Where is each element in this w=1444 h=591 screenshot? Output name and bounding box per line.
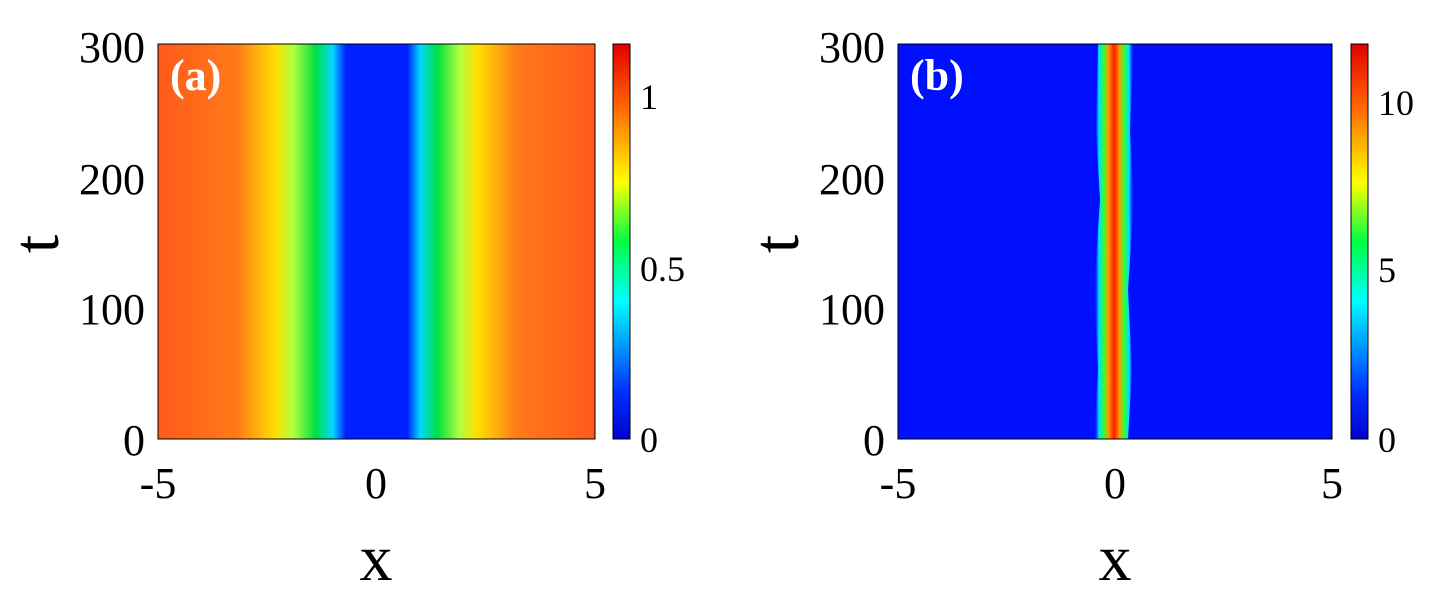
colorbar-a xyxy=(613,44,630,439)
soliton-b xyxy=(1094,44,1134,439)
heatmap-a xyxy=(158,44,595,439)
cb-tick-b-1: 5 xyxy=(1378,250,1396,290)
axes-frame-a xyxy=(157,43,596,440)
x-tick-b-1: 0 xyxy=(1104,459,1126,508)
colorbar-ticks-b: 0 5 10 xyxy=(1378,83,1414,460)
cb-tick-b-2: 10 xyxy=(1378,83,1414,123)
x-axis-label-a: x xyxy=(360,522,393,591)
y-tick-a-1: 100 xyxy=(79,285,145,334)
cb-tick-a-0: 0 xyxy=(640,420,658,460)
x-tick-labels-a: -5 0 5 xyxy=(140,459,606,508)
x-tick-a-2: 5 xyxy=(584,459,606,508)
x-axis-label-b: x xyxy=(1099,522,1132,591)
panel-b: (b) 0 100 200 300 -5 0 5 x t 0 5 10 xyxy=(740,23,1414,591)
y-tick-b-0: 0 xyxy=(863,416,885,465)
x-tick-labels-b: -5 0 5 xyxy=(880,459,1343,508)
panel-b-label: (b) xyxy=(910,51,964,100)
cb-tick-b-0: 0 xyxy=(1378,420,1396,460)
colorbar-b xyxy=(1351,44,1368,439)
x-tick-a-0: -5 xyxy=(140,459,177,508)
panel-a-label: (a) xyxy=(170,51,221,100)
y-tick-a-3: 300 xyxy=(79,23,145,72)
colorbar-ticks-a: 0 0.5 1 xyxy=(640,77,685,460)
axes-frame-b xyxy=(897,43,1333,440)
y-tick-a-2: 200 xyxy=(79,155,145,204)
cb-tick-a-1: 0.5 xyxy=(640,249,685,289)
y-axis-label-b: t xyxy=(740,235,813,253)
cb-tick-a-2: 1 xyxy=(640,77,658,117)
x-tick-b-0: -5 xyxy=(880,459,917,508)
y-tick-b-2: 200 xyxy=(819,155,885,204)
y-tick-a-0: 0 xyxy=(123,416,145,465)
y-tick-b-1: 100 xyxy=(819,285,885,334)
x-tick-a-1: 0 xyxy=(365,459,387,508)
panel-a: (a) 0 100 200 300 -5 0 5 x t 0 0.5 1 xyxy=(0,23,685,591)
y-tick-labels-a: 0 100 200 300 xyxy=(79,23,145,465)
y-tick-labels-b: 0 100 200 300 xyxy=(819,23,885,465)
y-tick-b-3: 300 xyxy=(819,23,885,72)
y-axis-label-a: t xyxy=(0,235,73,253)
x-tick-b-2: 5 xyxy=(1321,459,1343,508)
